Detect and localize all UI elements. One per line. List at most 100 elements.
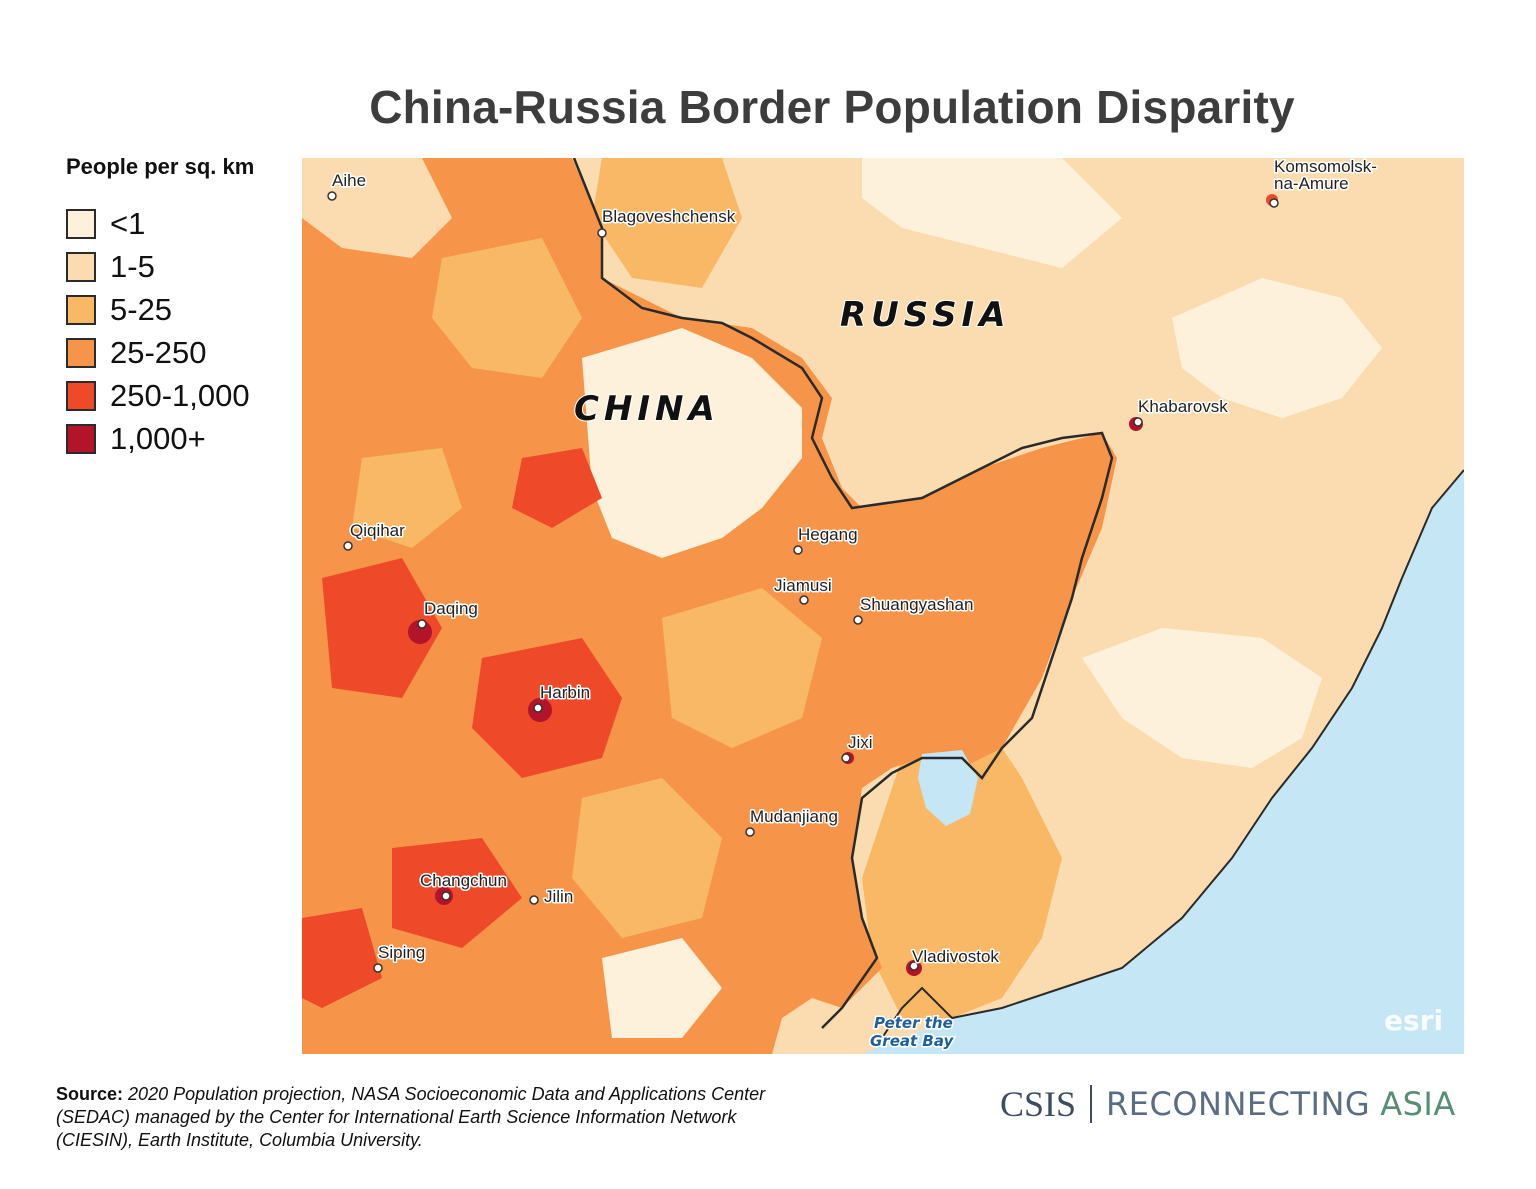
legend-label: 25-250 [110,334,207,370]
brand-reconnecting: RECONNECTING [1106,1085,1371,1123]
sea-of-japan [862,470,1464,1054]
city-vladivostok[interactable]: Vladivostok [909,946,1001,971]
water-label-line-1: Peter the [874,1014,953,1032]
coastline [881,469,1464,1039]
city-blagoveshchensk[interactable]: Blagoveshchensk [597,206,737,238]
city-label: Hegang [798,525,858,544]
legend-item-1000-plus: 1,000+ [66,417,296,460]
city-label: Khabarovsk [1138,397,1228,416]
dense-patch-central [512,448,602,528]
city-label: Harbin [540,683,590,702]
map-title: China-Russia Border Population Disparity [369,81,1295,133]
source-label: Source: [56,1084,124,1104]
legend: People per sq. km <1 1-5 5-25 25-250 250… [66,154,296,460]
city-khabarovsk[interactable]: Khabarovsk [1133,396,1230,427]
city-changchun[interactable]: Changchun [419,870,508,901]
city-label: Shuangyashan [860,595,973,614]
china-light-area-4 [572,778,722,938]
city-hegang[interactable]: Hegang [793,524,859,555]
city-label: Mudanjiang [750,807,838,826]
city-marker [441,891,451,901]
legend-label: 1-5 [110,248,155,284]
legend-title: People per sq. km [66,154,255,179]
city-marker [529,895,539,905]
lake-khanka [918,750,978,826]
city-marker [841,753,851,763]
legend-label: 1,000+ [110,420,206,456]
dense-patch-changchun [392,838,522,948]
city-marker [1269,198,1279,208]
legend-item-250-1000: 250-1,000 [66,374,296,417]
china-light-area-2 [432,238,582,378]
city-aihe[interactable]: Aihe [327,170,368,201]
legend-item-lt1: <1 [66,202,296,245]
brand-csis: CSIS [1000,1084,1077,1124]
city-harbin[interactable]: Harbin [533,682,592,713]
russia-label: RUSSIA [840,295,1011,335]
china-pale-area-south [602,938,722,1038]
city-marker [597,228,607,238]
primorye-mid-density [862,718,1062,1018]
source-text: 2020 Population projection, NASA Socioec… [56,1084,766,1150]
city-label: Jilin [544,887,573,906]
population-map[interactable]: RUSSIA CHINA Aihe Blagoveshchensk Komsom… [302,158,1464,1054]
china-russia-border [572,158,1114,1029]
city-label: Siping [378,943,425,962]
city-label: Vladivostok [912,947,999,966]
legend-label: 250-1,000 [110,377,250,413]
city-marker [417,619,427,629]
legend-item-25-250: 25-250 [66,331,296,374]
city-daqing[interactable]: Daqing [417,598,479,629]
russia-pale-area-1 [862,158,1122,268]
legend-swatch [66,208,96,239]
city-mudanjiang[interactable]: Mudanjiang [745,806,839,837]
water-label-line-2: Great Bay [870,1032,954,1050]
city-qiqihar[interactable]: Qiqihar [343,520,407,551]
city-marker [373,963,383,973]
city-siping[interactable]: Siping [373,942,427,973]
china-label: CHINA [574,389,720,429]
city-marker [745,827,755,837]
legend-label: <1 [110,205,146,241]
city-marker [799,595,809,605]
legend-label: 5-25 [110,291,173,327]
legend-swatch [66,251,96,282]
brand-divider [1090,1085,1093,1123]
legend-swatch [66,294,96,325]
city-jixi[interactable]: Jixi [841,732,874,763]
brand-logo: CSIS RECONNECTING ASIA [1000,1080,1460,1128]
city-label: Jiamusi [774,576,832,595]
city-jiamusi[interactable]: Jiamusi [773,575,833,605]
china-light-area-1 [302,158,452,258]
city-label: Aihe [332,171,366,190]
china-light-area-5 [352,448,462,548]
legend-item-5-25: 5-25 [66,288,296,331]
city-marker [793,545,803,555]
esri-logo: esri [1384,1004,1443,1037]
china-pale-interior [582,328,802,558]
city-marker [853,615,863,625]
legend-swatch [66,423,96,454]
city-jilin[interactable]: Jilin [529,886,575,908]
china-light-area-3 [662,588,822,748]
city-label: na-Amure [1274,174,1349,193]
map-canvas: RUSSIA CHINA Aihe Blagoveshchensk Komsom… [302,158,1464,1054]
city-shuangyashan[interactable]: Shuangyashan [853,594,975,625]
source-note: Source: 2020 Population projection, NASA… [56,1083,816,1152]
city-label: Blagoveshchensk [602,207,736,226]
city-label: Changchun [420,871,507,890]
city-marker [1133,417,1143,427]
city-marker [343,541,353,551]
city-komsomolsk[interactable]: Komsomolsk- na-Amure [1269,158,1378,208]
city-label: Daqing [424,599,478,618]
dense-patch-west [322,558,442,698]
legend-item-1-5: 1-5 [66,245,296,288]
city-label: Komsomolsk- [1274,158,1377,176]
russia-pale-area-3 [1082,628,1322,768]
russia-mid-density [592,158,742,288]
legend-swatch [66,380,96,411]
brand-asia: ASIA [1380,1085,1456,1123]
city-label: Qiqihar [350,521,405,540]
legend-swatch [66,337,96,368]
city-marker [533,703,543,713]
